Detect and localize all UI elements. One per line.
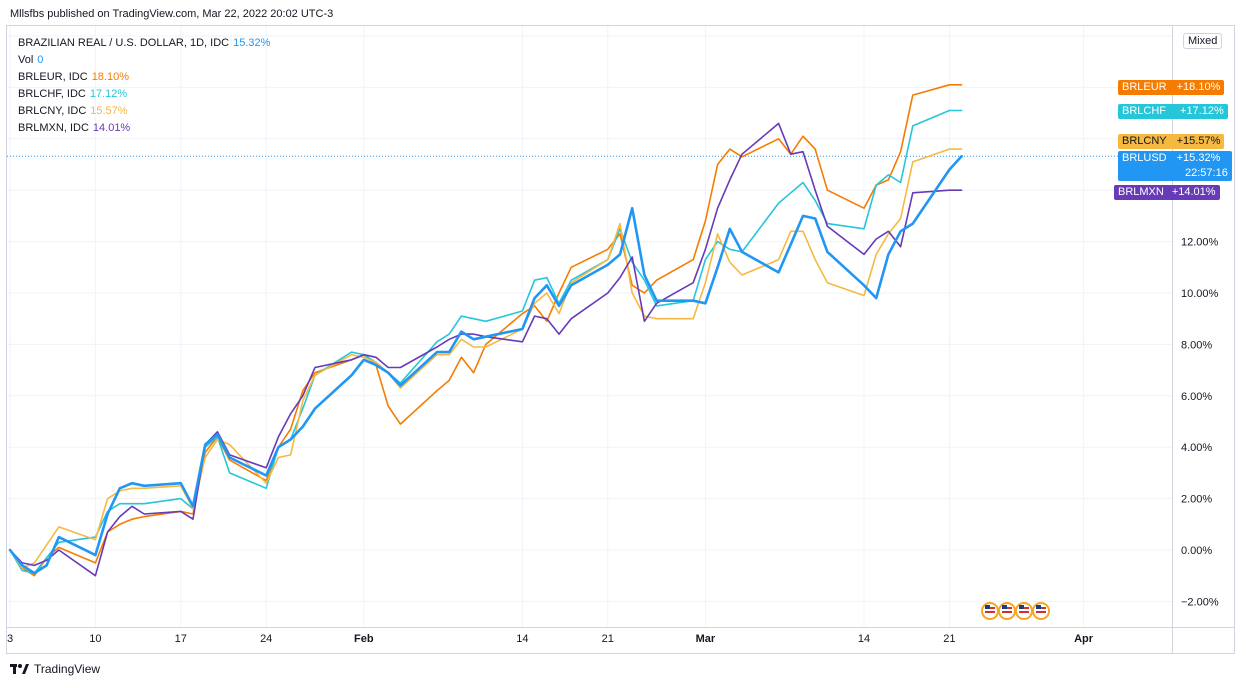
price-tag-brlmxn: BRLMXN +14.01% bbox=[1114, 185, 1220, 200]
y-tick-label: 6.00% bbox=[1181, 391, 1212, 403]
legend-value: 18.10% bbox=[91, 71, 129, 83]
price-tag-brleur: BRLEUR +18.10% bbox=[1118, 80, 1225, 95]
flag-stripe-icon bbox=[1002, 611, 1012, 613]
series-line-brlmxn bbox=[9, 122, 963, 577]
legend-value: 15.32% bbox=[233, 37, 271, 49]
x-tick-label: 24 bbox=[260, 633, 272, 645]
flag-stripe-icon bbox=[985, 611, 995, 613]
tag-symbol: BRLEUR bbox=[1122, 81, 1167, 93]
publisher-line: Mllsfbs published on TradingView.com, Ma… bbox=[10, 8, 334, 20]
scale-mode-button[interactable]: Mixed bbox=[1183, 33, 1223, 49]
legend-name: BRLCHF, IDC bbox=[18, 88, 86, 100]
x-tick-label: 21 bbox=[602, 633, 614, 645]
x-tick-label: 3 bbox=[7, 633, 13, 645]
y-tick-label: 0.00% bbox=[1181, 545, 1212, 557]
legend-name: BRLEUR, IDC bbox=[18, 71, 88, 83]
y-tick-label: 8.00% bbox=[1181, 339, 1212, 351]
x-tick-label: Feb bbox=[354, 633, 374, 645]
y-tick-label: 12.00% bbox=[1181, 237, 1219, 249]
legend-row-vol[interactable]: Vol 0 bbox=[18, 52, 270, 69]
y-tick-label: 2.00% bbox=[1181, 494, 1212, 506]
tag-value: +17.12% bbox=[1180, 105, 1224, 117]
series-line-brlchf bbox=[9, 109, 963, 574]
series-line-brlcny bbox=[9, 148, 963, 569]
tag-symbol: BRLMXN bbox=[1118, 186, 1164, 198]
tradingview-logo-icon bbox=[10, 664, 29, 674]
tag-symbol: BRLUSD bbox=[1122, 152, 1167, 164]
x-tick-label: 14 bbox=[858, 633, 870, 645]
legend-name: BRLCNY, IDC bbox=[18, 105, 87, 117]
tradingview-brand[interactable]: TradingView bbox=[10, 662, 100, 676]
legend-value: 14.01% bbox=[92, 122, 131, 134]
series-line-brlusd bbox=[8, 155, 963, 575]
tag-symbol: BRLCHF bbox=[1122, 105, 1167, 117]
legend-value: 17.12% bbox=[89, 88, 128, 100]
x-tick-label: 14 bbox=[516, 633, 528, 645]
tag-symbol: BRLCNY bbox=[1122, 135, 1167, 147]
flag-stripe-icon bbox=[1019, 611, 1029, 613]
y-tick-label: −2.00% bbox=[1181, 596, 1219, 608]
us-flag-event-icon bbox=[1015, 602, 1033, 620]
legend-row-brlmxn[interactable]: BRLMXN, IDC 14.01% bbox=[18, 120, 270, 137]
x-tick-label: 17 bbox=[175, 633, 187, 645]
x-tick-label: Apr bbox=[1074, 633, 1094, 645]
tag-countdown: 22:57:16 bbox=[1185, 167, 1228, 179]
legend-name: Vol bbox=[18, 54, 34, 66]
flag-canton-icon bbox=[1036, 605, 1041, 609]
legend-value: 15.57% bbox=[90, 105, 128, 117]
y-tick-label: 10.00% bbox=[1181, 288, 1219, 300]
tag-value: +14.01% bbox=[1171, 186, 1216, 198]
chart-frame bbox=[6, 25, 1235, 654]
legend-row-brlcny[interactable]: BRLCNY, IDC 15.57% bbox=[18, 103, 270, 120]
us-flag-event-icon bbox=[998, 602, 1016, 620]
flag-canton-icon bbox=[985, 605, 990, 609]
flag-stripe-icon bbox=[1036, 611, 1046, 613]
flag-canton-icon bbox=[1019, 605, 1024, 609]
flag-canton-icon bbox=[1002, 605, 1007, 609]
tag-value: +18.10% bbox=[1176, 81, 1221, 93]
legend-row-main[interactable]: BRAZILIAN REAL / U.S. DOLLAR, 1D, IDC 15.… bbox=[18, 35, 270, 52]
us-flag-event-icon bbox=[1032, 602, 1050, 620]
legend-name: BRLMXN, IDC bbox=[18, 122, 89, 134]
legend-value: 0 bbox=[37, 54, 44, 66]
x-tick-label: 10 bbox=[89, 633, 101, 645]
legend-row-brlchf[interactable]: BRLCHF, IDC 17.12% bbox=[18, 86, 270, 103]
price-tag-brlusd: BRLUSD +15.32% 22:57:16 bbox=[1118, 151, 1232, 181]
chart-legend: BRAZILIAN REAL / U.S. DOLLAR, 1D, IDC 15.… bbox=[18, 35, 270, 137]
brand-name: TradingView bbox=[34, 662, 101, 676]
legend-name: BRAZILIAN REAL / U.S. DOLLAR, 1D, IDC bbox=[18, 37, 230, 49]
us-flag-event-icon bbox=[981, 602, 999, 620]
legend-row-brleur[interactable]: BRLEUR, IDC 18.10% bbox=[18, 69, 270, 86]
x-tick-label: Mar bbox=[696, 633, 716, 645]
price-tag-brlchf: BRLCHF +17.12% bbox=[1118, 104, 1228, 119]
tag-value: +15.57% bbox=[1176, 135, 1221, 147]
x-tick-label: 21 bbox=[943, 633, 955, 645]
price-tag-brlcny: BRLCNY +15.57% bbox=[1118, 134, 1225, 149]
y-tick-label: 4.00% bbox=[1181, 442, 1212, 454]
tag-value: +15.32% bbox=[1176, 152, 1221, 164]
series-line-brleur bbox=[9, 84, 963, 577]
